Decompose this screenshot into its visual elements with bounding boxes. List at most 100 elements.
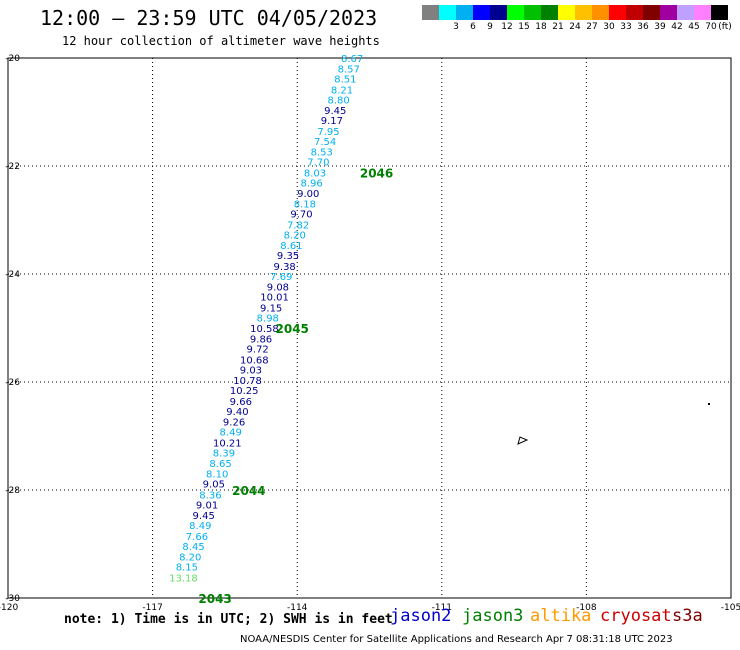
satellite-label-jason3: jason3 [462,606,524,626]
wave-height-label: 9.08 [267,282,289,293]
legend-swatch [694,5,711,20]
satellite-label-s3a: s3a [672,606,703,626]
legend-swatch [490,5,507,20]
wave-height-label: 7.95 [317,127,339,138]
satellite-label-altika: altika [530,606,592,626]
legend-swatch [626,5,643,20]
wave-height-label: 8.61 [280,241,302,252]
legend-swatch [558,5,575,20]
x-tick-label: -111 [432,603,452,613]
wave-height-label: 9.05 [203,480,225,491]
legend-label: 21 [552,22,564,32]
time-label: 2045 [276,322,309,336]
page-subtitle: 12 hour collection of altimeter wave hei… [62,34,380,48]
wave-height-label: 10.21 [213,438,242,449]
wave-height-label: 8.20 [179,552,201,563]
wave-height-label: 9.00 [297,189,319,200]
wave-height-label: 10.25 [230,386,259,397]
y-tick-label: -28 [5,486,20,496]
footer-note: note: 1) Time is in UTC; 2) SWH is in fe… [64,612,393,627]
wave-height-label: 8.98 [257,314,279,325]
wave-height-label: 9.40 [226,407,248,418]
wave-height-label: 8.49 [220,428,242,439]
satellite-label-cryosat: cryosat [600,606,672,626]
wave-height-label: 9.45 [193,511,215,522]
wave-height-label: 9.86 [250,334,272,345]
wave-height-label: 8.96 [301,179,323,190]
x-tick-label: -108 [576,603,597,613]
legend-label: 9 [487,22,493,32]
wave-height-label: 8.18 [294,199,316,210]
wave-height-label: 8.20 [284,231,306,242]
wave-height-label: 7.70 [307,158,329,169]
legend-label: 15 [518,22,530,32]
wave-height-label: 9.26 [223,417,245,428]
wave-height-label: 8.57 [338,64,360,75]
legend-swatch [677,5,694,20]
legend-swatch [643,5,660,20]
wave-height-label: 8.15 [176,563,198,574]
legend-label: 45 [688,22,700,32]
wave-height-label: 8.03 [304,168,326,179]
legend-label: 27 [586,22,598,32]
legend-label: 3 [453,22,459,32]
wave-height-label: 9.35 [277,251,299,262]
legend-label: 6 [470,22,476,32]
wave-height-label: 9.15 [260,303,282,314]
wave-height-label: 7.54 [314,137,336,148]
wave-height-label: 9.45 [324,106,346,117]
legend-label: 12 [501,22,513,32]
legend-swatch [575,5,592,20]
legend-label: 36 [637,22,649,32]
legend-swatch [609,5,626,20]
wave-height-label: 8.10 [206,469,228,480]
color-scale-legend: 3 6 9 12 15 18 21 24 27 30 33 36 39 42 45 70 (ft) [422,5,732,37]
legend-label: 30 [603,22,615,32]
footer-credit: NOAA/NESDIS Center for Satellite Applica… [240,634,673,645]
wave-height-label: 10.68 [240,355,269,366]
y-tick-label: -24 [5,270,20,280]
wave-height-label: 10.78 [233,376,262,387]
wave-height-label: 9.72 [247,345,269,356]
plot-frame [7,57,732,599]
legend-label: 33 [620,22,632,32]
wave-height-label: 8.51 [334,75,356,86]
wave-height-label: 9.17 [321,116,343,127]
wave-height-label: 10.58 [250,324,279,335]
legend-swatch [524,5,541,20]
wave-height-label: 7.66 [186,532,208,543]
wave-height-label: 7.82 [287,220,309,231]
wave-height-label: 10.01 [260,293,289,304]
legend-swatch [711,5,728,20]
legend-label: 70 [705,22,717,32]
legend-label: 18 [535,22,547,32]
legend-swatch [541,5,558,20]
time-label: 2044 [232,484,265,498]
legend-swatch [456,5,473,20]
y-tick-label: -30 [5,594,20,604]
legend-swatch [660,5,677,20]
x-tick-label: -117 [142,603,162,613]
y-tick-label: -20 [5,54,20,64]
landmass-outline [517,403,710,445]
legend-label: 42 [671,22,683,32]
wave-height-label: 9.03 [240,366,262,377]
wave-height-label: 13.18 [169,573,198,584]
x-tick-label: -120 [0,603,18,613]
legend-swatch [422,5,439,20]
wave-height-label: 8.80 [328,96,350,107]
wave-height-label: 8.53 [311,147,333,158]
wave-height-label: 7.69 [270,272,292,283]
time-label: 2043 [198,592,231,606]
wave-height-label: 8.36 [199,490,221,501]
wave-height-label: 9.70 [290,210,312,221]
wave-height-label: 8.67 [341,54,363,65]
x-tick-label: -114 [287,603,308,613]
legend-label: 24 [569,22,581,32]
legend-swatch [439,5,456,20]
time-label: 2046 [360,166,393,180]
page-title: 12:00 — 23:59 UTC 04/05/2023 [40,6,378,30]
wave-height-label: 8.21 [331,85,353,96]
legend-swatch [473,5,490,20]
